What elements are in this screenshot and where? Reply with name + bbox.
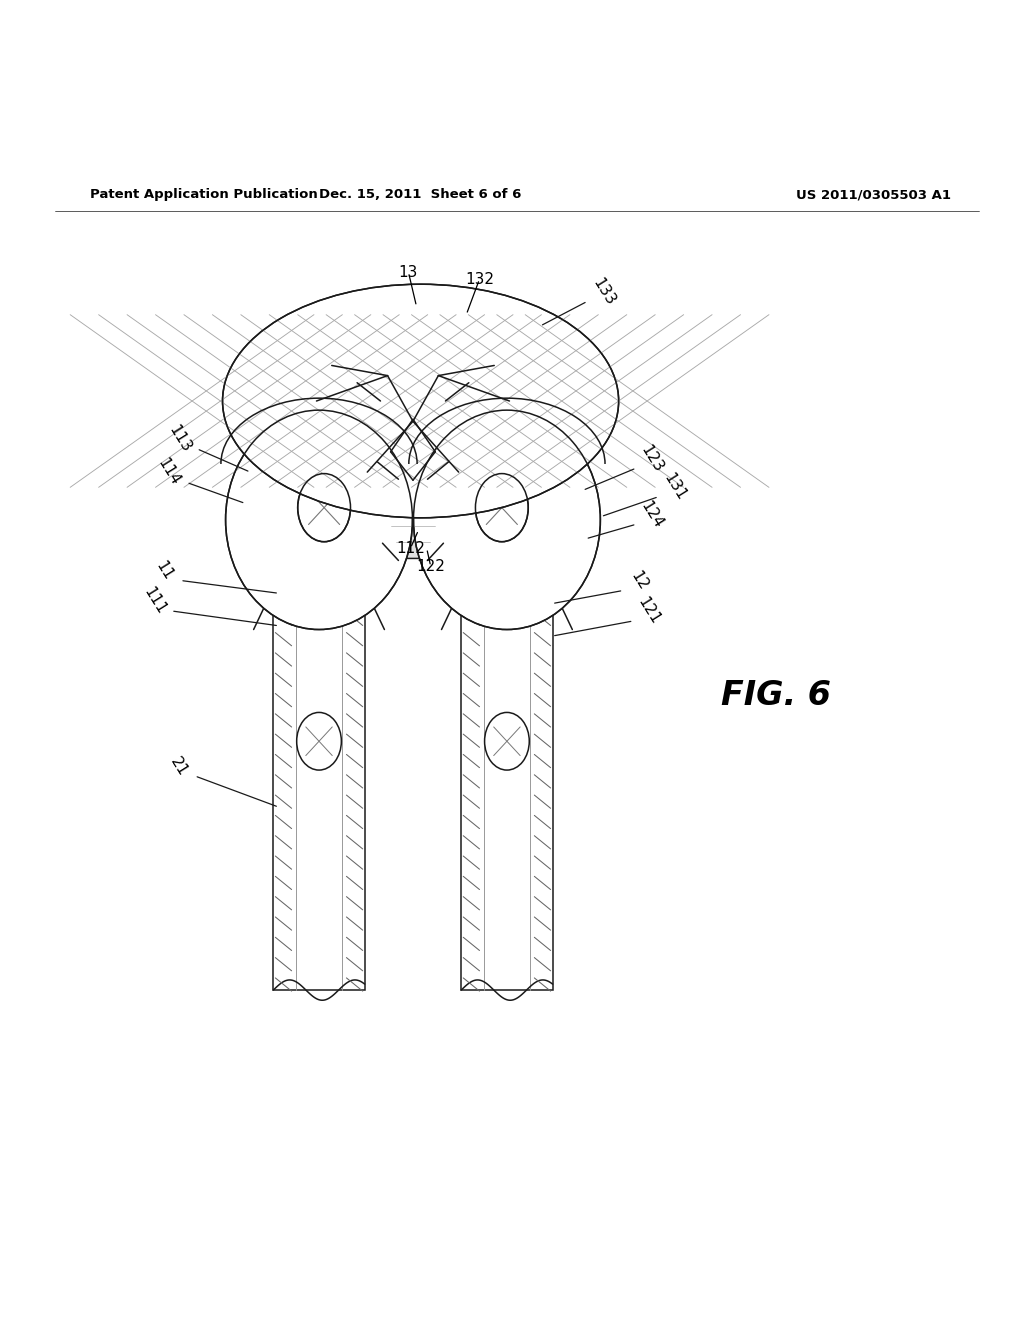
Text: US 2011/0305503 A1: US 2011/0305503 A1: [797, 189, 951, 202]
Text: 113: 113: [166, 422, 194, 455]
Text: 13: 13: [398, 264, 418, 280]
Ellipse shape: [475, 474, 528, 541]
Text: 11: 11: [154, 558, 176, 582]
Text: Dec. 15, 2011  Sheet 6 of 6: Dec. 15, 2011 Sheet 6 of 6: [319, 189, 522, 202]
Text: 121: 121: [635, 595, 664, 627]
Polygon shape: [461, 583, 553, 990]
Text: Patent Application Publication: Patent Application Publication: [90, 189, 318, 202]
Text: 111: 111: [140, 585, 169, 618]
Text: 124: 124: [638, 499, 667, 531]
Ellipse shape: [298, 474, 350, 541]
Text: FIG. 6: FIG. 6: [721, 678, 831, 711]
Ellipse shape: [222, 284, 618, 517]
Polygon shape: [365, 437, 462, 558]
Text: 123: 123: [638, 442, 667, 475]
Text: 122: 122: [417, 560, 445, 574]
Text: 12: 12: [628, 569, 650, 593]
Text: 21: 21: [167, 755, 190, 779]
Text: 131: 131: [660, 471, 688, 504]
Text: 133: 133: [590, 276, 617, 309]
Text: 114: 114: [155, 455, 182, 488]
Ellipse shape: [484, 713, 529, 770]
Polygon shape: [273, 583, 365, 990]
Text: 132: 132: [465, 272, 494, 286]
Ellipse shape: [414, 411, 600, 630]
Text: 112: 112: [396, 541, 425, 556]
Ellipse shape: [225, 411, 413, 630]
Ellipse shape: [297, 713, 341, 770]
